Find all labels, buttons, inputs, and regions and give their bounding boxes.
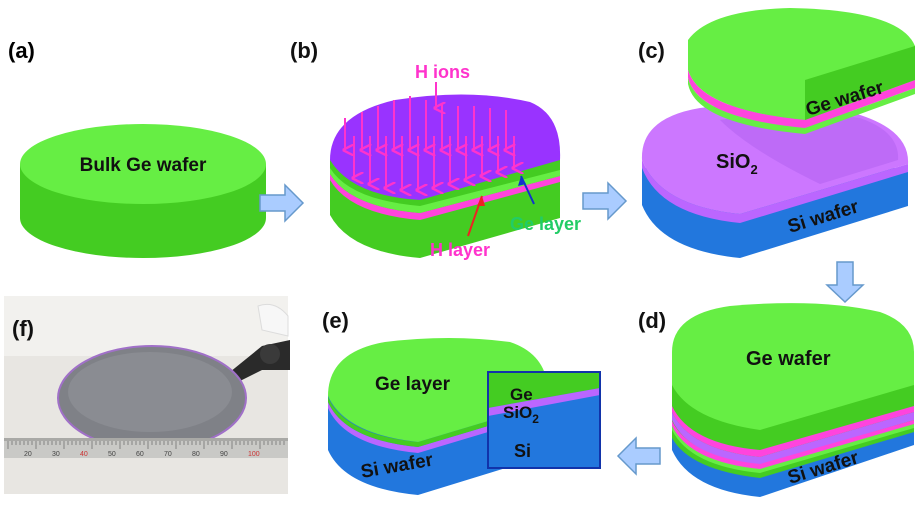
ruler-ticks — [7, 441, 285, 449]
panel-b-label: (b) — [290, 38, 318, 63]
inset-ge-label: Ge — [510, 385, 533, 404]
inset-si-label: Si — [514, 441, 531, 461]
ruler-mark-label: 70 — [164, 451, 172, 458]
inset-sio2-label: SiO2 — [503, 403, 539, 426]
ge-layer-pointer-head — [518, 176, 526, 186]
panel-d-label: (d) — [638, 308, 666, 333]
ge-layer-label-b: Ge layer — [510, 214, 581, 234]
ruler-mark-label: 50 — [108, 451, 116, 458]
ruler-mark-label: 30 — [52, 451, 60, 458]
panel-a-label: (a) — [8, 38, 35, 63]
si-wafer-with-oxide — [641, 103, 909, 258]
arrow-d-to-e — [616, 436, 661, 476]
flipped-ge-wafer — [688, 8, 915, 134]
panel-f-label: (f) — [12, 316, 34, 341]
inset-sio2-sub: 2 — [532, 412, 539, 426]
bulk-ge-wafer-label: Bulk Ge wafer — [80, 155, 207, 176]
arrow-b-to-c — [582, 181, 628, 221]
ge-layer-label-e: Ge layer — [375, 374, 451, 395]
ruler-mark-label: 100 — [248, 451, 260, 458]
ge-wafer-label-d: Ge wafer — [746, 348, 831, 370]
h-ion-arrows — [345, 82, 514, 190]
bulk-ge-wafer — [20, 124, 266, 258]
bonded-stack — [672, 303, 914, 497]
panel-c-label: (c) — [638, 38, 665, 63]
h-layer-pointer-head — [477, 196, 485, 206]
ruler-mark-label: 20 — [24, 451, 32, 458]
sio2-label-c: SiO2 — [716, 151, 758, 177]
h-ions-label: H ions — [415, 62, 470, 82]
inset-sio2-main: SiO — [503, 403, 532, 422]
panel-e-label: (e) — [322, 308, 349, 333]
ruler-mark-label: 60 — [136, 451, 144, 458]
ruler-mark-label: 90 — [220, 451, 228, 458]
h-layer-label: H layer — [430, 240, 490, 260]
ruler-mark-label: 40 — [80, 451, 88, 458]
wafer-photograph — [4, 296, 290, 494]
arrow-a-to-b — [259, 183, 305, 223]
arrow-c-to-d — [825, 261, 865, 304]
ruler-mark-label: 80 — [192, 451, 200, 458]
cross-section-inset — [487, 371, 601, 469]
sio2-sub-c: 2 — [750, 162, 757, 177]
ruler-labels: 20 30 40 50 60 70 80 90 100 — [24, 451, 260, 458]
sio2-main-c: SiO — [716, 151, 750, 173]
